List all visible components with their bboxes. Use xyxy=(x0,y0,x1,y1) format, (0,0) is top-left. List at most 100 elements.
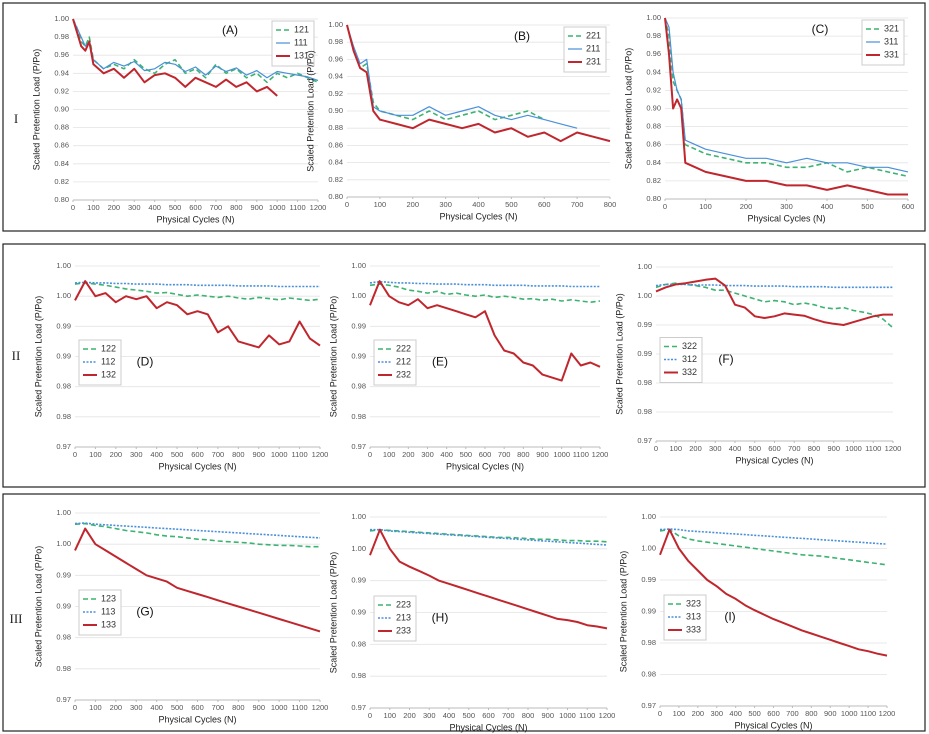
y-tick-label: 1.00 xyxy=(646,13,661,22)
x-axis-title: Physical Cycles (N) xyxy=(734,720,812,730)
y-tick-label: 0.90 xyxy=(54,104,69,113)
x-tick-label: 800 xyxy=(808,444,821,453)
x-tick-label: 200 xyxy=(692,709,705,718)
series-line xyxy=(659,528,888,566)
x-tick-label: 500 xyxy=(748,444,761,453)
x-tick-label: 300 xyxy=(130,703,143,712)
x-tick-label: 700 xyxy=(210,203,223,212)
x-tick-label: 500 xyxy=(460,450,473,459)
x-axis-title: Physical Cycles (N) xyxy=(158,461,236,471)
x-tick-label: 400 xyxy=(443,711,456,720)
x-tick-label: 800 xyxy=(232,450,245,459)
chart: 0.80 0.82 0.84 0.86 0.88 0.90 0.92 0.94 0.96 0.98… xyxy=(305,20,616,221)
x-tick-label: 1200 xyxy=(879,709,896,718)
y-tick-label: 0.86 xyxy=(54,141,69,150)
y-tick-label: 0.97 xyxy=(56,695,71,704)
series-line xyxy=(74,282,321,302)
legend: 221 211 231 xyxy=(563,26,607,73)
legend-box xyxy=(78,589,122,636)
x-tick-label: 200 xyxy=(403,711,416,720)
legend-label: 211 xyxy=(586,43,600,53)
x-tick-label: 900 xyxy=(824,709,837,718)
y-tick-label: 0.98 xyxy=(56,633,71,642)
x-tick-label: 0 xyxy=(368,711,372,720)
y-tick-label: 0.84 xyxy=(54,159,69,168)
legend-label: 123 xyxy=(101,593,116,603)
x-tick-label: 200 xyxy=(108,203,121,212)
y-tick-label: 0.99 xyxy=(56,570,71,579)
y-tick-label: 1.00 xyxy=(637,291,652,300)
y-tick-label: 0.99 xyxy=(641,606,656,615)
legend-label: 231 xyxy=(586,56,601,66)
x-axis-title: Physical Cycles (N) xyxy=(446,461,524,471)
legend: 323 313 333 xyxy=(663,594,707,641)
legend-label: 122 xyxy=(101,343,116,353)
series-line xyxy=(369,528,608,630)
x-tick-label: 400 xyxy=(821,202,834,211)
x-tick-label: 500 xyxy=(171,703,184,712)
legend-label: 131 xyxy=(294,50,309,60)
y-tick-label: 0.92 xyxy=(328,89,343,98)
y-tick-label: 0.80 xyxy=(54,195,69,204)
y-tick-label: 0.88 xyxy=(646,122,661,131)
row-label: I xyxy=(14,111,18,126)
x-tick-label: 300 xyxy=(709,444,722,453)
x-tick-label: 500 xyxy=(748,709,761,718)
x-tick-label: 0 xyxy=(663,202,667,211)
x-tick-label: 100 xyxy=(87,203,100,212)
x-tick-label: 500 xyxy=(861,202,874,211)
y-tick-label: 0.82 xyxy=(646,176,661,185)
legend-label: 331 xyxy=(884,49,899,59)
legend-label: 111 xyxy=(294,37,308,47)
legend-label: 121 xyxy=(294,24,309,34)
x-tick-label: 0 xyxy=(73,450,77,459)
y-axis-title: Scaled Pretention Load (P/Po) xyxy=(614,293,624,415)
x-tick-label: 700 xyxy=(212,703,225,712)
y-tick-label: 0.99 xyxy=(56,601,71,610)
x-tick-label: 1200 xyxy=(592,450,609,459)
y-tick-label: 1.00 xyxy=(637,262,652,271)
x-tick-label: 300 xyxy=(423,711,436,720)
y-tick-label: 1.00 xyxy=(351,544,366,553)
x-tick-label: 1000 xyxy=(269,203,286,212)
legend-label: 233 xyxy=(396,625,411,635)
x-tick-label: 600 xyxy=(482,711,495,720)
panel-label: (I) xyxy=(724,610,735,624)
x-tick-label: 1100 xyxy=(860,709,876,718)
row-frame xyxy=(2,2,926,232)
chart: 0.97 0.98 0.98 0.99 0.99 1.00 1.00 0 100 200 300 40… xyxy=(328,512,615,732)
y-tick-label: 0.98 xyxy=(641,669,656,678)
legend-label: 132 xyxy=(101,369,116,379)
legend-box xyxy=(373,339,417,386)
x-tick-label: 700 xyxy=(571,200,584,209)
legend-label: 311 xyxy=(884,36,898,46)
y-tick-label: 0.97 xyxy=(637,436,652,445)
y-tick-label: 0.90 xyxy=(328,106,343,115)
y-axis-title: Scaled Pretention Load (P/Po) xyxy=(623,48,633,170)
x-tick-label: 100 xyxy=(383,711,396,720)
y-tick-label: 0.82 xyxy=(54,177,69,186)
x-tick-label: 500 xyxy=(171,450,184,459)
legend-label: 322 xyxy=(682,341,697,351)
x-tick-label: 200 xyxy=(402,450,415,459)
x-tick-label: 0 xyxy=(658,709,662,718)
y-tick-label: 0.99 xyxy=(351,351,366,360)
legend-box xyxy=(663,594,707,641)
y-tick-label: 0.97 xyxy=(351,442,366,451)
panel-label: (H) xyxy=(432,611,449,625)
legend-label: 312 xyxy=(682,354,697,364)
y-tick-label: 0.99 xyxy=(637,349,652,358)
y-tick-label: 0.96 xyxy=(328,54,343,63)
y-tick-label: 0.97 xyxy=(641,701,656,710)
x-tick-label: 600 xyxy=(902,202,915,211)
x-tick-label: 1100 xyxy=(292,450,308,459)
x-tick-label: 600 xyxy=(189,203,202,212)
y-tick-label: 0.80 xyxy=(328,192,343,201)
y-tick-label: 0.92 xyxy=(54,86,69,95)
y-tick-label: 1.00 xyxy=(56,508,71,517)
series-line xyxy=(74,527,321,633)
panel-label: (E) xyxy=(432,355,448,369)
x-tick-label: 1100 xyxy=(573,450,589,459)
x-tick-label: 700 xyxy=(212,450,225,459)
